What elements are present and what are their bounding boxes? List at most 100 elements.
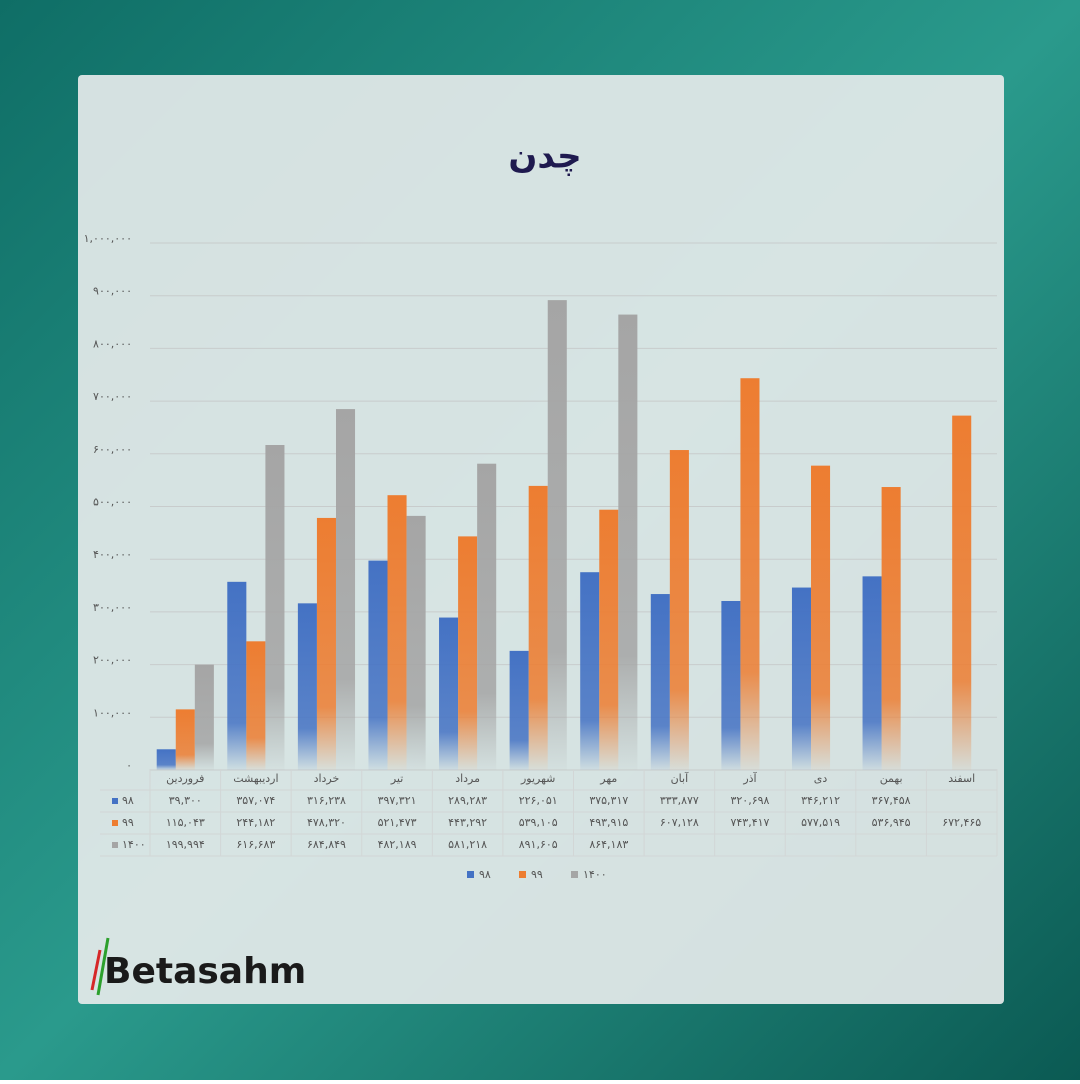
- x-tick-label: خرداد: [314, 772, 340, 785]
- bar: [721, 600, 741, 770]
- bar: [547, 300, 567, 770]
- bar: [509, 650, 529, 770]
- table-cell: ۱۹۹,۹۹۴: [166, 838, 205, 851]
- logo: Betasahm: [90, 937, 306, 996]
- x-tick-label: اسفند: [948, 772, 975, 785]
- bar: [791, 587, 812, 770]
- brand: Betasahm: [104, 951, 306, 992]
- table-cell: ۳۶۷,۴۵۸: [872, 794, 911, 807]
- legend-label: ۹۸: [479, 868, 491, 881]
- bar: [618, 314, 638, 770]
- table-cell: ۵۳۹,۱۰۵: [519, 816, 558, 829]
- table-cell: ۱۱۵,۰۴۳: [166, 816, 205, 829]
- bar: [952, 415, 972, 770]
- table-cell: ۳۷۵,۳۱۷: [589, 794, 628, 807]
- x-tick-label: آذر: [742, 771, 757, 785]
- table-cell: ۳۹,۳۰۰: [169, 794, 202, 807]
- y-tick-label: ۲۰۰,۰۰۰: [93, 654, 132, 667]
- x-tick-label: فروردین: [166, 772, 204, 785]
- x-tick-label: شهریور: [520, 772, 555, 785]
- table-cell: ۸۶۴,۱۸۳: [589, 838, 628, 851]
- legend-swatch: [571, 871, 578, 878]
- table-cell: ۵۷۷,۵۱۹: [801, 816, 840, 829]
- y-tick-label: ۳۰۰,۰۰۰: [93, 601, 132, 614]
- bar: [650, 594, 670, 770]
- bar: [439, 617, 459, 770]
- table-cell: ۲۸۹,۲۸۳: [448, 794, 487, 807]
- x-tick-label: تیر: [390, 772, 403, 785]
- table-cell: ۴۸۲,۱۸۹: [378, 838, 417, 851]
- bar: [175, 709, 195, 770]
- y-tick-label: ۰: [126, 759, 132, 772]
- table-swatch: [112, 842, 118, 848]
- table-cell: ۳۵۷,۰۷۴: [236, 794, 275, 807]
- bar: [227, 581, 247, 770]
- bar: [194, 664, 214, 770]
- logo-arrow-up: [96, 937, 110, 996]
- table-cell: ۷۴۳,۴۱۷: [730, 816, 769, 829]
- table-cell: ۸۹۱,۶۰۵: [519, 838, 558, 851]
- table-swatch: [112, 820, 118, 826]
- bar: [811, 465, 831, 770]
- table-row-header: ۱۴۰۰: [122, 838, 146, 851]
- bar: [156, 749, 176, 770]
- y-tick-label: ۶۰۰,۰۰۰: [93, 443, 132, 456]
- table-cell: ۳۱۶,۲۳۸: [307, 794, 346, 807]
- table-cell: ۳۴۶,۲۱۲: [801, 794, 840, 807]
- bar: [862, 576, 882, 770]
- y-tick-label: ۹۰۰,۰۰۰: [93, 285, 132, 298]
- bar: [297, 603, 317, 770]
- bar: [580, 572, 600, 770]
- table-swatch: [112, 798, 118, 804]
- x-tick-label: بهمن: [880, 772, 903, 785]
- bar: [669, 450, 689, 770]
- legend-label: ۱۴۰۰: [583, 868, 607, 881]
- y-tick-label: ۷۰۰,۰۰۰: [93, 390, 132, 403]
- bar: [246, 641, 266, 770]
- table-cell: ۳۲۰,۶۹۸: [730, 794, 769, 807]
- table-cell: ۵۳۶,۹۴۵: [872, 816, 911, 829]
- x-tick-label: آبان: [671, 771, 689, 785]
- table-cell: ۵۸۱,۲۱۸: [448, 838, 487, 851]
- x-tick-label: مهر: [599, 772, 617, 785]
- logo-arrow-down: [90, 949, 102, 991]
- x-tick-label: اردیبهشت: [233, 772, 278, 785]
- bar: [881, 487, 901, 770]
- bar: [477, 463, 497, 770]
- y-tick-label: ۱۰۰,۰۰۰: [93, 706, 132, 719]
- table-row-header: ۹۹: [122, 816, 134, 829]
- bar: [740, 378, 760, 770]
- table-cell: ۳۹۷,۳۲۱: [378, 794, 417, 807]
- table-cell: ۶۱۶,۶۸۳: [236, 838, 275, 851]
- table-cell: ۴۴۳,۲۹۲: [448, 816, 487, 829]
- table-row-header: ۹۸: [122, 794, 134, 807]
- bar: [335, 409, 356, 770]
- table-cell: ۴۹۳,۹۱۵: [589, 816, 628, 829]
- table-cell: ۶۷۲,۴۶۵: [942, 816, 981, 829]
- table-cell: ۵۲۱,۴۷۳: [378, 816, 417, 829]
- table-cell: ۲۴۴,۱۸۲: [236, 816, 275, 829]
- bar: [316, 517, 336, 770]
- y-tick-label: ۴۰۰,۰۰۰: [93, 548, 132, 561]
- table-cell: ۶۰۷,۱۲۸: [660, 816, 699, 829]
- chart-title: چدن: [508, 137, 581, 177]
- table-cell: ۴۷۸,۳۲۰: [307, 816, 346, 829]
- y-tick-label: ۱,۰۰۰,۰۰۰: [84, 232, 132, 245]
- bar: [368, 560, 388, 770]
- bar: [406, 515, 426, 770]
- legend-swatch: [467, 871, 474, 878]
- bar: [528, 485, 548, 770]
- bar: [265, 445, 285, 770]
- x-tick-label: دی: [814, 772, 828, 785]
- legend-swatch: [519, 871, 526, 878]
- table-cell: ۳۳۳,۸۷۷: [660, 794, 699, 807]
- y-tick-label: ۸۰۰,۰۰۰: [93, 337, 132, 350]
- bar: [458, 536, 478, 770]
- x-tick-label: مرداد: [455, 772, 480, 785]
- bar: [387, 495, 407, 770]
- legend-label: ۹۹: [531, 868, 543, 881]
- y-tick-label: ۵۰۰,۰۰۰: [93, 496, 132, 509]
- table-cell: ۶۸۴,۸۴۹: [307, 838, 346, 851]
